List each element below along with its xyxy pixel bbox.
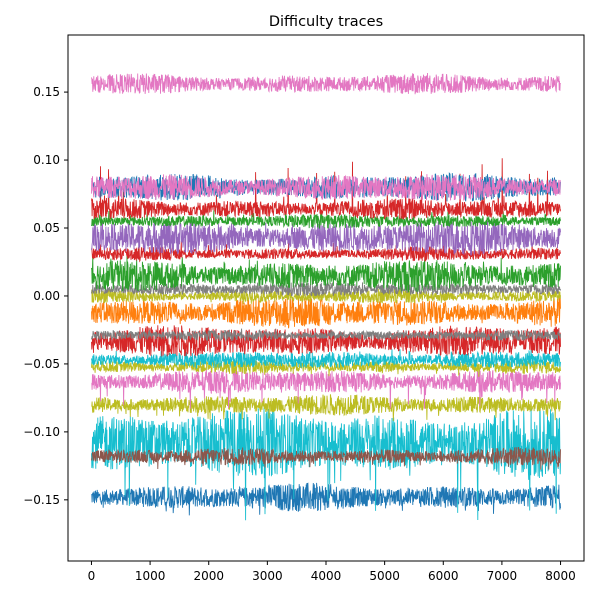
series-line bbox=[91, 220, 561, 256]
series-line bbox=[91, 210, 561, 229]
x-tick-label: 7000 bbox=[487, 569, 518, 583]
y-tick-label: −0.15 bbox=[23, 493, 60, 507]
y-tick-label: −0.05 bbox=[23, 357, 60, 371]
series-line bbox=[91, 255, 561, 293]
series-line bbox=[91, 241, 561, 263]
x-tick-label: 0 bbox=[88, 569, 96, 583]
series-line bbox=[91, 482, 561, 516]
y-tick-label: 0.05 bbox=[33, 221, 60, 235]
chart-title: Difficulty traces bbox=[269, 14, 383, 30]
x-tick-label: 8000 bbox=[545, 569, 576, 583]
series-line bbox=[91, 328, 561, 342]
series-line bbox=[91, 446, 561, 470]
x-tick-label: 3000 bbox=[252, 569, 283, 583]
series-line bbox=[91, 288, 561, 304]
x-tick-label: 4000 bbox=[311, 569, 342, 583]
x-axis: 0 1000 2000 3000 4000 5000 6000 7000 8000 bbox=[88, 561, 576, 583]
series-line bbox=[91, 407, 561, 521]
series-line bbox=[91, 72, 561, 95]
y-tick-label: −0.10 bbox=[23, 425, 60, 439]
series-layer bbox=[91, 72, 561, 521]
y-axis: −0.15 −0.10 −0.05 0.00 0.05 0.10 0.15 bbox=[23, 85, 68, 507]
x-tick-label: 6000 bbox=[428, 569, 459, 583]
series-line bbox=[91, 297, 561, 329]
x-tick-label: 1000 bbox=[135, 569, 166, 583]
series-line bbox=[91, 394, 561, 421]
y-tick-label: 0.10 bbox=[33, 153, 60, 167]
series-line bbox=[91, 174, 561, 201]
y-tick-label: 0.00 bbox=[33, 289, 60, 303]
x-tick-label: 5000 bbox=[369, 569, 400, 583]
series-line bbox=[91, 349, 561, 369]
series-line bbox=[91, 325, 561, 357]
x-tick-label: 2000 bbox=[193, 569, 224, 583]
y-tick-label: 0.15 bbox=[33, 85, 60, 99]
series-line bbox=[91, 369, 561, 409]
